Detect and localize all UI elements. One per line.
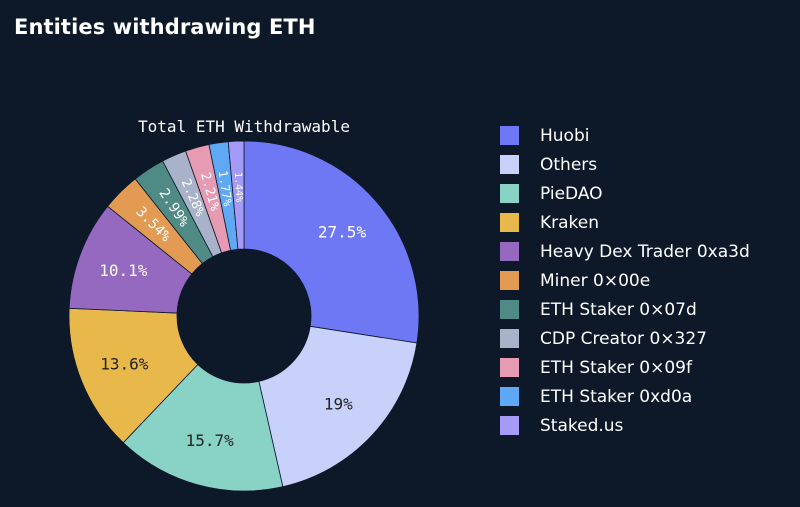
legend-label: Others	[540, 154, 598, 175]
slice-kraken[interactable]	[68, 307, 199, 444]
legend-swatch	[500, 329, 519, 348]
legend-item-eth-staker-0xd0a[interactable]: ETH Staker 0xd0a	[500, 382, 750, 411]
slice-label-staked-us: 1.44%	[232, 172, 244, 203]
legend-item-huobi[interactable]: Huobi	[500, 121, 750, 150]
chart-legend: Huobi Others PieDAO Kraken Heavy Dex Trader …	[500, 121, 750, 440]
legend-label: Miner 0×00e	[540, 270, 651, 291]
legend-swatch	[500, 271, 519, 290]
legend-swatch	[500, 416, 519, 435]
chart-slices	[68, 140, 420, 492]
legend-label: CDP Creator 0×327	[540, 328, 707, 349]
legend-swatch	[500, 358, 519, 377]
legend-swatch	[500, 213, 519, 232]
slice-label-eth-staker-0xd0a: 1.77%	[216, 169, 235, 208]
legend-item-cdp-creator-0-327[interactable]: CDP Creator 0×327	[500, 324, 750, 353]
legend-label: Heavy Dex Trader 0xa3d	[540, 241, 750, 262]
legend-label: Kraken	[540, 212, 600, 233]
chart-title: Total ETH Withdrawable	[138, 117, 350, 136]
legend-item-staked-us[interactable]: Staked.us	[500, 411, 750, 440]
page-title: Entities withdrawing ETH	[14, 15, 316, 39]
legend-label: ETH Staker 0xd0a	[540, 386, 693, 407]
legend-label: Staked.us	[540, 415, 624, 436]
legend-item-kraken[interactable]: Kraken	[500, 208, 750, 237]
legend-label: Huobi	[540, 125, 590, 146]
legend-item-miner-0-00e[interactable]: Miner 0×00e	[500, 266, 750, 295]
slice-label-piedao: 15.7%	[186, 431, 235, 450]
legend-swatch	[500, 184, 519, 203]
legend-label: ETH Staker 0×09f	[540, 357, 692, 378]
slice-label-others: 19%	[324, 395, 353, 414]
legend-swatch	[500, 387, 519, 406]
legend-swatch	[500, 155, 519, 174]
legend-item-piedao[interactable]: PieDAO	[500, 179, 750, 208]
legend-label: PieDAO	[540, 183, 603, 204]
legend-swatch	[500, 126, 519, 145]
legend-item-eth-staker-0-07d[interactable]: ETH Staker 0×07d	[500, 295, 750, 324]
legend-swatch	[500, 300, 519, 319]
slice-label-kraken: 13.6%	[100, 355, 149, 374]
slice-staked-us[interactable]	[227, 140, 245, 250]
slice-label-heavy-dex-trader-0xa3d: 10.1%	[99, 261, 148, 280]
legend-label: ETH Staker 0×07d	[540, 299, 697, 320]
slice-huobi[interactable]	[243, 140, 420, 344]
legend-item-others[interactable]: Others	[500, 150, 750, 179]
slice-others[interactable]	[258, 325, 418, 488]
legend-item-eth-staker-0-09f[interactable]: ETH Staker 0×09f	[500, 353, 750, 382]
slice-label-huobi: 27.5%	[318, 223, 367, 242]
legend-swatch	[500, 242, 519, 261]
legend-item-heavy-dex-trader-0xa3d[interactable]: Heavy Dex Trader 0xa3d	[500, 237, 750, 266]
slice-piedao[interactable]	[122, 363, 284, 492]
